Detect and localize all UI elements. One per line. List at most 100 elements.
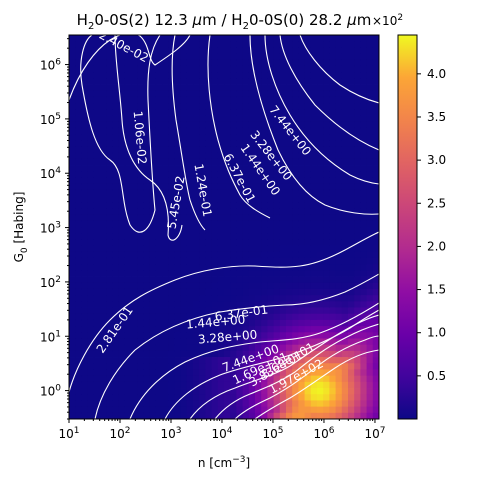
heatmap-cell — [273, 276, 281, 284]
heatmap-cell — [162, 96, 169, 104]
heatmap-cell — [224, 146, 231, 154]
heatmap-cell — [273, 363, 281, 370]
heatmap-cell — [267, 375, 274, 383]
heatmap-cell — [224, 227, 231, 234]
heatmap-cell — [286, 41, 293, 48]
heatmap-cell — [162, 381, 169, 389]
heatmap-cell — [242, 251, 250, 259]
heatmap-cell — [118, 375, 126, 383]
heatmap-cell — [304, 53, 312, 61]
heatmap-cell — [100, 406, 107, 414]
heatmap-cell — [112, 313, 119, 321]
colorbar-tick-label: 3.5 — [427, 110, 446, 124]
heatmap-cell — [298, 381, 305, 389]
heatmap-cell — [310, 375, 318, 383]
heatmap-cell — [292, 47, 299, 54]
heatmap-cell — [211, 59, 219, 67]
heatmap-cell — [366, 326, 374, 333]
heatmap-cell — [131, 214, 138, 222]
heatmap-cell — [69, 140, 76, 147]
heatmap-cell — [273, 103, 281, 110]
heatmap-cell — [118, 381, 126, 389]
heatmap-cell — [348, 412, 355, 419]
heatmap-cell — [323, 326, 330, 333]
heatmap-cell — [317, 196, 324, 203]
heatmap-cell — [168, 375, 175, 383]
heatmap-cell — [255, 363, 262, 370]
heatmap-cell — [267, 158, 274, 166]
heatmap-cell — [69, 158, 76, 166]
heatmap-cell — [354, 363, 361, 370]
heatmap-cell — [261, 121, 268, 129]
heatmap-cell — [335, 326, 343, 333]
heatmap-cell — [155, 140, 163, 147]
heatmap-cell — [143, 121, 150, 129]
heatmap-cell — [193, 363, 200, 370]
heatmap-cell — [174, 406, 181, 414]
heatmap-cell — [87, 96, 95, 104]
heatmap-cell — [304, 357, 312, 364]
heatmap-cell — [348, 344, 355, 352]
heatmap-cell — [75, 344, 82, 352]
heatmap-cell — [193, 103, 200, 110]
heatmap-cell — [298, 189, 305, 197]
heatmap-cell — [329, 332, 336, 339]
heatmap-cell — [180, 152, 188, 160]
heatmap-cell — [162, 227, 169, 234]
heatmap-cell — [124, 140, 132, 147]
heatmap-cell — [323, 208, 330, 216]
heatmap-cell — [124, 177, 132, 185]
heatmap-cell — [131, 127, 138, 135]
heatmap-cell — [87, 239, 95, 246]
heatmap-cell — [174, 319, 181, 327]
heatmap-cell — [162, 134, 169, 141]
y-tick-label: 103 — [40, 221, 61, 236]
heatmap-cell — [137, 220, 144, 228]
heatmap-cell — [279, 177, 287, 185]
heatmap-cell — [217, 270, 225, 277]
heatmap-cell — [236, 412, 243, 419]
heatmap-cell — [286, 319, 293, 327]
heatmap-cell — [124, 381, 132, 389]
heatmap-cell — [155, 363, 163, 370]
heatmap-cell — [341, 307, 349, 315]
heatmap-cell — [354, 251, 361, 259]
heatmap-cell — [267, 301, 274, 308]
heatmap-cell — [75, 233, 82, 240]
heatmap-cell — [100, 288, 107, 296]
heatmap-cell — [162, 177, 169, 185]
heatmap-cell — [273, 251, 281, 259]
heatmap-cell — [124, 357, 132, 364]
heatmap-cell — [217, 202, 225, 209]
heatmap-cell — [348, 301, 355, 308]
heatmap-cell — [69, 183, 76, 191]
heatmap-cell — [143, 295, 150, 302]
heatmap-cell — [106, 196, 113, 203]
heatmap-cell — [69, 363, 76, 370]
heatmap-cell — [354, 400, 361, 408]
heatmap-cell — [87, 257, 95, 265]
heatmap-cell — [81, 227, 88, 234]
heatmap-cell — [137, 134, 144, 141]
heatmap-cell — [230, 239, 237, 246]
heatmap-cell — [162, 214, 169, 222]
heatmap-cell — [205, 165, 212, 172]
heatmap-cell — [248, 233, 256, 240]
heatmap-cell — [149, 288, 157, 296]
heatmap-cell — [137, 65, 144, 73]
heatmap-cell — [100, 121, 107, 129]
contour-lines — [69, 35, 379, 419]
heatmap-cell — [335, 233, 343, 240]
heatmap-cell — [131, 257, 138, 265]
heatmap-cell — [137, 53, 144, 61]
heatmap-cell — [124, 276, 132, 284]
heatmap-cell — [162, 208, 169, 216]
heatmap-cell — [174, 121, 181, 129]
heatmap-cell — [131, 140, 138, 147]
heatmap-cell — [372, 276, 379, 284]
heatmap-cell — [341, 72, 349, 79]
heatmap-cell — [100, 165, 107, 172]
heatmap-cell — [242, 220, 250, 228]
heatmap-cell — [317, 208, 324, 216]
heatmap-cell — [304, 146, 312, 154]
